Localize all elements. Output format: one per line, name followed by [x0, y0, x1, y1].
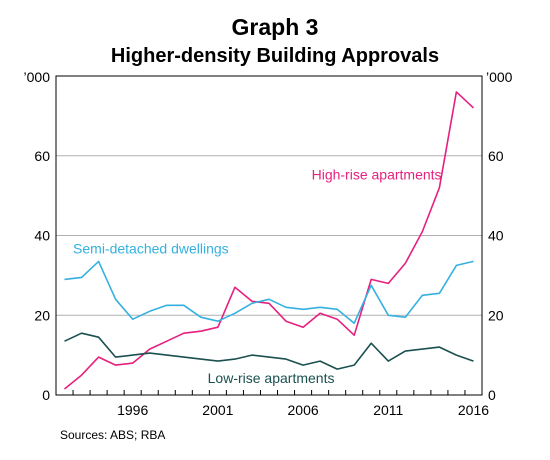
y-tick-label-left: 20 [34, 307, 50, 323]
x-tick-label: 2001 [202, 402, 233, 418]
plot-frame [55, 75, 483, 396]
x-tick-label: 2006 [288, 402, 319, 418]
series-line-2 [64, 332, 474, 370]
y-tick-label-right: 40 [488, 228, 504, 244]
series-label-semi-detached: Semi-detached dwellings [73, 240, 229, 256]
y-tick-label-left: 60 [34, 148, 50, 164]
chart-subtitle: Higher-density Building Approvals [110, 45, 440, 67]
series-line-0 [63, 91, 475, 390]
y-tick-label-left: 40 [34, 228, 50, 244]
source-note: Sources: ABS; RBA [60, 428, 166, 442]
y-unit-label-left: ’000 [24, 69, 51, 85]
x-tick-label: 1996 [117, 402, 148, 418]
y-unit-label-right: ’000 [486, 69, 513, 85]
series-line-1 [64, 260, 474, 325]
y-tick-label-right: 20 [488, 307, 504, 323]
y-tick-label-left: 0 [42, 387, 50, 403]
y-tick-label-right: 60 [488, 148, 504, 164]
x-tick-label: 2016 [458, 402, 489, 418]
chart-title: Graph 3 [231, 14, 319, 40]
y-tick-label-right: 0 [488, 387, 496, 403]
series-label-low-rise: Low-rise apartments [208, 370, 335, 386]
series-label-high-rise: High-rise apartments [312, 167, 442, 183]
x-tick-label: 2011 [373, 402, 403, 418]
